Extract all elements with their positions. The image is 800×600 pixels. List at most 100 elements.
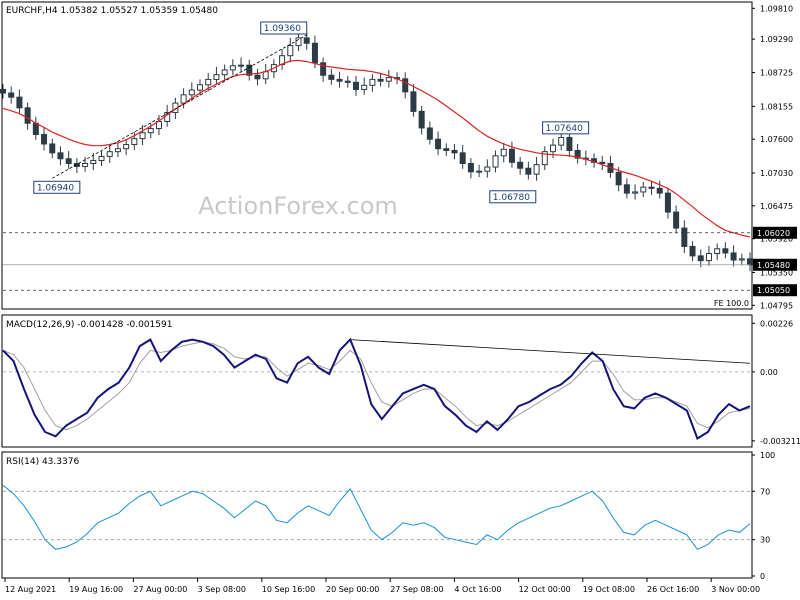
- watermark: ActionForex.com: [198, 192, 398, 220]
- rsi-y-tick-label: 0: [760, 572, 765, 581]
- price-y-tick-label: 1.08155: [760, 102, 793, 111]
- candle-body: [188, 89, 195, 96]
- price-y-tick-label: 1.05350: [760, 268, 793, 277]
- x-tick-label: 12 Aug 2021: [5, 585, 56, 594]
- macd-trend-line: [350, 339, 751, 364]
- candle: [98, 151, 105, 166]
- candle: [344, 75, 351, 88]
- price-annotation-box: [260, 21, 308, 35]
- candle-body: [254, 74, 261, 80]
- x-tick-label: 12 Oct 00:00: [519, 585, 571, 594]
- candle: [82, 156, 89, 172]
- candle: [689, 241, 696, 262]
- candle: [722, 242, 729, 259]
- price-y-tick-label: 1.08725: [760, 69, 793, 78]
- candle-body: [320, 62, 327, 76]
- candle: [352, 75, 359, 96]
- candle: [492, 150, 499, 173]
- candle: [533, 156, 540, 181]
- candle-body: [500, 148, 507, 157]
- candle-body: [467, 162, 474, 173]
- candle-body: [123, 144, 130, 150]
- candle-body: [632, 191, 639, 194]
- candle-body: [689, 245, 696, 257]
- candle-body: [24, 107, 31, 124]
- candle-body: [352, 81, 359, 90]
- candle-body: [615, 171, 622, 186]
- candle-body: [697, 255, 704, 262]
- candle-body: [664, 192, 671, 213]
- x-tick-label: 4 Oct 16:00: [454, 585, 501, 594]
- candle: [65, 151, 72, 169]
- rsi-header: RSI(14) 43.3376: [6, 457, 79, 467]
- x-tick-label: 19 Oct 08:00: [583, 585, 635, 594]
- rsi-y-tick-label: 70: [760, 487, 770, 496]
- candle: [221, 64, 228, 82]
- candle: [599, 155, 606, 171]
- candle-body: [566, 136, 573, 151]
- candle: [418, 106, 425, 135]
- candle: [517, 156, 524, 175]
- candle: [591, 153, 598, 168]
- candle: [443, 143, 450, 156]
- candle: [49, 138, 56, 159]
- candle: [385, 69, 392, 88]
- candle-body: [73, 162, 80, 167]
- candle-body: [90, 160, 97, 164]
- candle: [0, 84, 6, 99]
- price-annotation: 1.09360: [264, 24, 301, 34]
- candle: [566, 132, 573, 157]
- candle-body: [57, 152, 64, 160]
- candle: [8, 86, 15, 104]
- candle-body: [344, 80, 351, 83]
- candle: [541, 146, 548, 171]
- price-plot: 1.09360 1.06940 1.07640 1.06780: [0, 21, 753, 291]
- candle: [328, 68, 335, 85]
- price-annotation-box: [489, 190, 537, 204]
- candle-body: [213, 74, 220, 80]
- candle-body: [648, 186, 655, 189]
- candle-body: [197, 84, 204, 91]
- candle: [484, 159, 491, 178]
- candle-body: [722, 248, 729, 254]
- candle: [57, 146, 64, 166]
- macd-plot: [2, 337, 751, 440]
- candle: [623, 178, 630, 199]
- level-label: 1.05480: [757, 261, 790, 270]
- candle-body: [558, 136, 565, 146]
- x-tick-label: 26 Oct 16:00: [647, 585, 699, 594]
- candle-body: [8, 92, 15, 98]
- candle-body: [410, 91, 417, 112]
- candle-body: [484, 166, 491, 172]
- candle: [500, 142, 507, 163]
- rsi-y-tick-label: 100: [760, 451, 775, 460]
- candle-body: [517, 161, 524, 169]
- candle: [402, 72, 409, 99]
- candle: [738, 253, 745, 266]
- candle-body: [426, 127, 433, 140]
- candle-body: [714, 248, 721, 255]
- candle-body: [238, 64, 245, 67]
- candle-body: [98, 155, 105, 162]
- candle: [426, 121, 433, 145]
- level-label: 1.06020: [757, 229, 790, 238]
- candle: [254, 68, 261, 86]
- candle: [476, 164, 483, 178]
- candle: [246, 59, 253, 81]
- level-label-box: [753, 284, 797, 297]
- candle-body: [508, 148, 515, 163]
- candle: [106, 145, 113, 163]
- candle-body: [574, 149, 581, 159]
- candle: [32, 116, 39, 140]
- candle-body: [435, 138, 442, 150]
- macd-line: [2, 337, 751, 440]
- price-annotation-box: [542, 121, 590, 135]
- candle: [114, 140, 121, 157]
- candle: [582, 150, 589, 166]
- candle: [279, 49, 286, 70]
- candle-body: [549, 144, 556, 153]
- candle-body: [361, 84, 368, 90]
- x-tick-label: 20 Sep 00:00: [326, 585, 379, 594]
- candle-body: [246, 64, 253, 76]
- candle-body: [705, 253, 712, 262]
